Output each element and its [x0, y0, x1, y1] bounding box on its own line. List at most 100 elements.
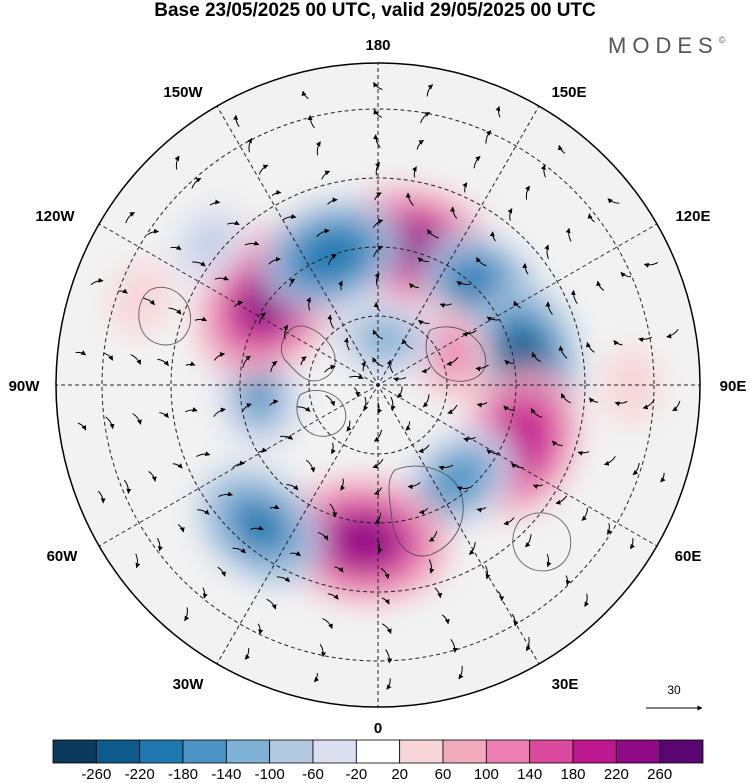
wind-vector-74: [565, 227, 572, 242]
wind-vector-109: [194, 316, 208, 322]
wind-vector-193: [418, 319, 430, 325]
wind-vector-138: [317, 531, 329, 541]
wind-vector-167: [337, 280, 343, 291]
wind-vector-32: [103, 352, 114, 361]
wind-vector-25: [426, 84, 434, 97]
colorbar-tick-7: 20: [391, 766, 408, 783]
lon-label-120e: 120E: [675, 208, 710, 225]
lon-label-30e: 30E: [552, 676, 579, 693]
wind-vector-137: [269, 504, 280, 509]
wind-vector-71: [614, 401, 628, 407]
wind-vector-38: [319, 644, 327, 658]
wind-vector-79: [321, 170, 331, 180]
wind-vector-119: [468, 542, 476, 555]
wind-vector-159: [456, 486, 471, 492]
wind-vector-147: [427, 229, 439, 239]
wind-vector-4: [125, 212, 135, 224]
wind-vector-180: [475, 364, 489, 372]
wind-vector-173: [306, 459, 316, 473]
colorbar-segment-13: [615, 739, 661, 764]
colorbar-segment-1: [95, 739, 141, 764]
wind-vector-125: [545, 301, 553, 315]
wind-vector-94: [525, 534, 532, 548]
wind-vector-190: [418, 444, 430, 454]
coastlines: [138, 287, 572, 572]
wind-vector-110: [185, 361, 196, 366]
wind-vector-77: [416, 139, 425, 150]
wind-vector-89: [276, 576, 290, 583]
wind-vector-36: [202, 587, 208, 599]
wind-vector-60: [148, 471, 157, 482]
wind-vector-72: [613, 340, 623, 346]
wind-vector-13: [386, 678, 392, 690]
anomaly-12: [171, 203, 247, 283]
wind-vector-86: [172, 463, 183, 469]
colorbar-tick-2: -180: [168, 766, 198, 783]
wind-vector-48: [587, 213, 595, 223]
wind-vector-189: [372, 458, 384, 469]
wind-vector-34: [123, 479, 132, 494]
wind-vector-59: [132, 413, 142, 425]
wind-vector-182: [439, 303, 452, 309]
wind-vector-121: [532, 484, 543, 489]
wind-vector-19: [672, 400, 681, 412]
wind-vector-112: [196, 451, 211, 457]
wind-vector-108: [214, 275, 229, 281]
colorbar-segment-2: [139, 739, 184, 764]
wind-vector-122: [551, 440, 563, 447]
vector-reference-label: 30: [667, 683, 681, 697]
wind-vector-50: [485, 130, 492, 144]
wind-vector-99: [570, 289, 578, 305]
wind-vector-151: [258, 312, 266, 324]
colorbar-segment-7: [355, 739, 401, 764]
wind-vector-131: [316, 228, 330, 238]
wind-vector-98: [585, 342, 595, 353]
wind-vector-40: [450, 639, 458, 653]
wind-vector-3: [174, 155, 180, 170]
wind-vector-1: [301, 90, 309, 100]
wind-vector-199: [374, 429, 383, 442]
wind-vector-45: [642, 399, 655, 410]
wind-vector-55: [209, 199, 221, 206]
wind-vector-206: [349, 374, 364, 379]
wind-vector-102: [462, 182, 468, 193]
colorbar-tick-3: -140: [211, 766, 241, 783]
wind-vector-65: [381, 623, 392, 634]
wind-vector-163: [486, 316, 500, 322]
wind-vector-130: [372, 219, 384, 229]
wind-vector-161: [503, 405, 515, 411]
wind-vector-154: [257, 447, 268, 454]
wind-vector-212: [393, 377, 407, 383]
wind-vector-47: [620, 271, 632, 278]
wind-vector-43: [607, 523, 612, 535]
wind-vector-196: [324, 364, 336, 373]
wind-vector-41: [511, 613, 519, 627]
wind-vector-61: [177, 524, 185, 533]
lon-label-60e: 60E: [675, 548, 702, 565]
wind-vector-6: [75, 350, 87, 356]
colorbar-tick-11: 180: [560, 766, 585, 783]
wind-vector-42: [565, 575, 571, 586]
colorbar-tick-8: 60: [435, 766, 452, 783]
wind-vector-53: [315, 141, 321, 156]
wind-vector-33: [105, 416, 115, 430]
colorbar-tick-9: 100: [474, 766, 499, 783]
colorbar-segment-4: [225, 739, 271, 764]
wind-vector-129: [405, 192, 414, 206]
wind-vector-31: [118, 288, 128, 294]
wind-vector-135: [213, 407, 226, 418]
wind-vector-29: [191, 177, 202, 189]
wind-vector-22: [607, 198, 620, 204]
wind-vector-170: [270, 360, 278, 373]
wind-vector-80: [271, 189, 282, 197]
wind-vector-91: [381, 597, 390, 605]
anomaly-10: [259, 198, 402, 312]
wind-vector-73: [596, 280, 605, 291]
anomaly-11: [331, 299, 438, 380]
colorbar-segment-14: [659, 739, 704, 764]
wind-vector-11: [244, 648, 250, 660]
wind-vector-30: [147, 228, 160, 236]
lon-label-90w: 90W: [9, 378, 41, 395]
lon-label-60w: 60W: [47, 548, 79, 565]
wind-vector-68: [546, 553, 552, 568]
